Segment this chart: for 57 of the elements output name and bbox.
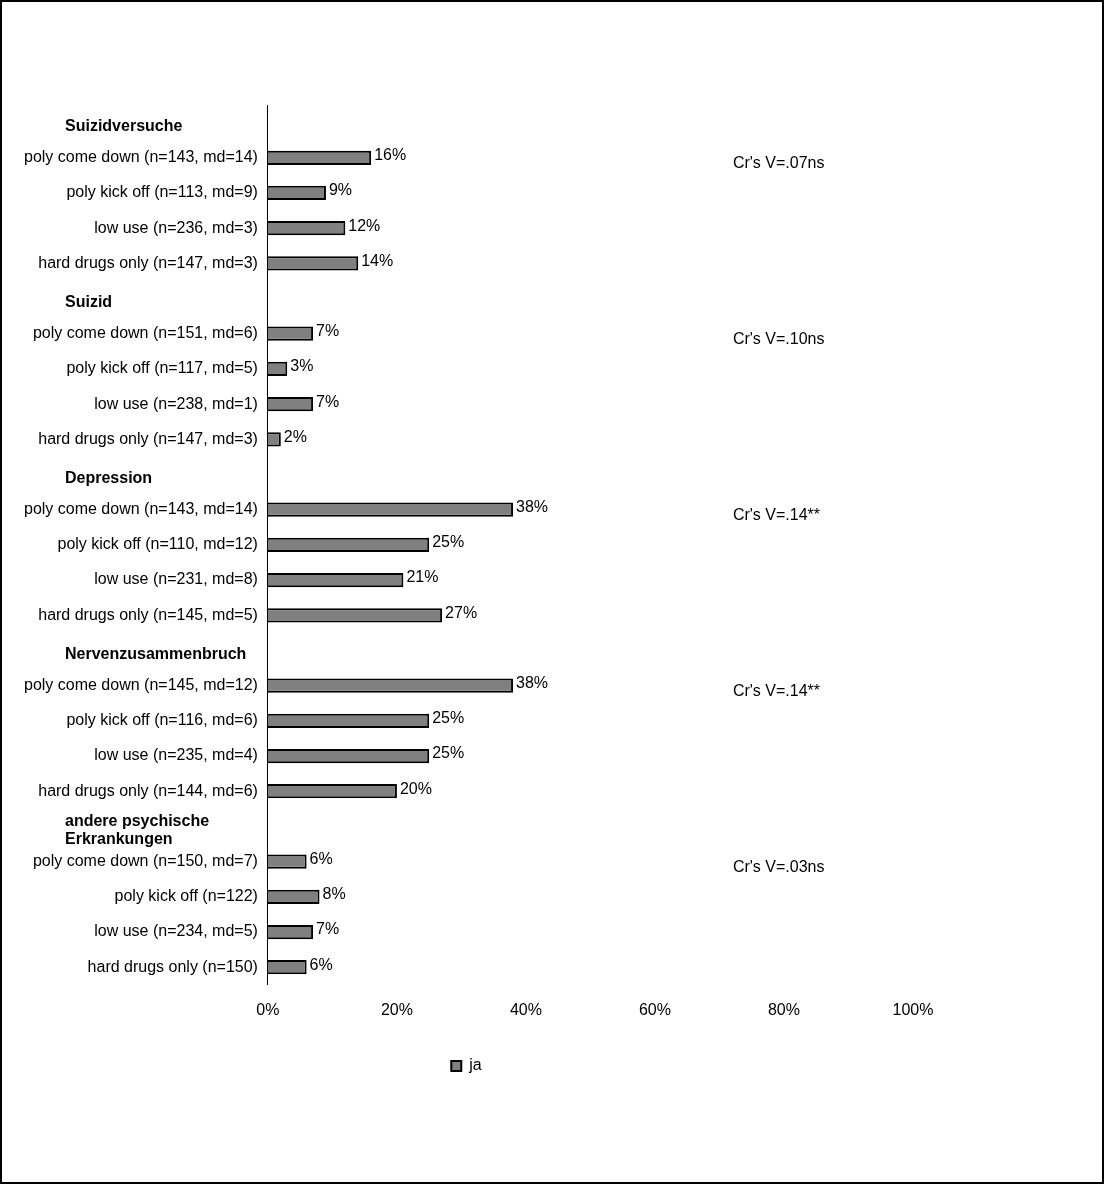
y-tick-label: poly come down (n=143, md=14) [23,500,258,518]
x-tick-label: 40% [509,1000,542,1018]
text: Suizidversuche [65,117,183,134]
data-label: 25% [432,533,465,551]
text: Suizid [65,292,113,310]
y-tick-label: hard drugs only (n=144, md=6) [38,781,258,799]
y-tick-label: low use (n=235, md=4) [94,746,258,764]
y-tick-label: low use (n=236, md=3) [94,218,258,236]
y-tick-label: poly come down (n=145, md=12) [23,676,258,694]
annotation: Cr's V=.10ns [732,330,825,348]
data-label: 7% [316,392,340,410]
y-tick-label: poly kick off (n=110, md=12) [57,535,258,553]
data-label: 21% [406,568,439,586]
y-tick-label: poly come down (n=150, md=7) [32,852,258,870]
text: Depression [65,468,153,486]
y-tick-label: poly come down (n=143, md=14) [23,148,258,166]
data-label: 6% [309,850,333,868]
y-tick-label: low use (n=234, md=5) [94,922,258,940]
x-tick-label: 100% [892,1000,934,1018]
y-tick-label: poly kick off (n=122) [114,887,258,905]
data-label: 25% [432,709,465,727]
data-label: 6% [309,955,333,973]
annotation: Cr's V=.03ns [732,858,825,876]
data-label: 7% [316,920,340,938]
data-label: 7% [316,322,340,340]
data-label: 2% [283,427,307,445]
data-label: 14% [361,251,394,269]
data-label: 25% [432,744,465,762]
x-tick-label: 0% [256,1000,280,1018]
data-label: 8% [322,885,346,903]
y-tick-label: low use (n=231, md=8) [94,570,258,588]
y-tick-label: hard drugs only (n=145, md=5) [38,605,258,623]
data-label: 16% [374,146,407,164]
data-label: 27% [445,603,478,621]
y-tick-label: hard drugs only (n=147, md=3) [38,253,258,271]
data-label: 20% [399,779,432,797]
annotation: Cr's V=.14** [732,682,821,700]
x-tick-label: 80% [767,1000,800,1018]
x-tick-label: 20% [380,1000,413,1018]
data-label: 3% [290,357,314,375]
y-tick-label: poly kick off (n=113, md=9) [66,183,258,201]
data-label: 38% [516,674,549,692]
legend-label: ja [468,1056,482,1074]
data-label: 9% [328,181,353,199]
x-tick-label: 60% [638,1000,671,1018]
y-tick-label: low use (n=238, md=1) [94,394,258,412]
y-tick-label: hard drugs only (n=150) [87,957,258,975]
y-tick-label: hard drugs only (n=147, md=3) [38,429,258,447]
y-tick-label: poly kick off (n=116, md=6) [66,711,258,729]
text: andere psychische Erkrankungen [65,811,210,847]
y-tick-label: poly kick off (n=117, md=5) [66,359,258,377]
y-tick-label: poly come down (n=151, md=6) [32,324,258,342]
data-label: 12% [348,216,381,234]
annotation: Cr's V=.14** [732,506,821,524]
text: Nervenzusammenbruch [65,644,247,662]
annotation: Cr's V=.07ns [732,154,825,172]
data-label: 38% [516,498,549,516]
